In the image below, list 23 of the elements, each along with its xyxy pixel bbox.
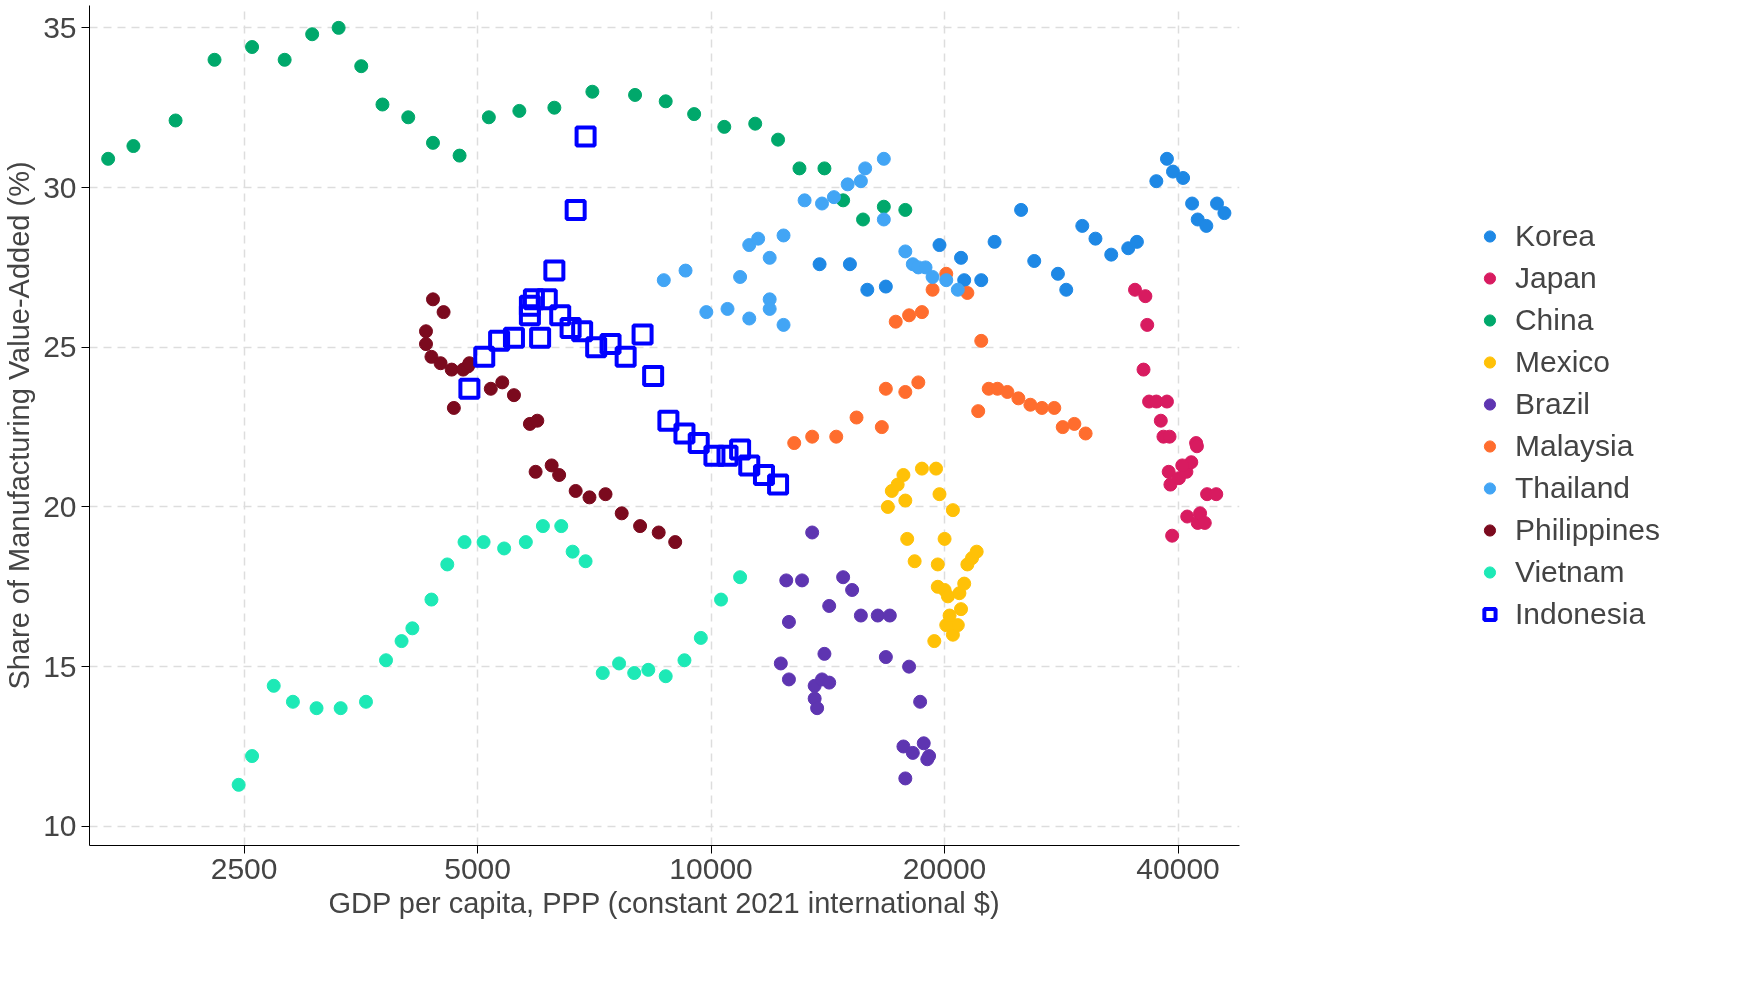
x-tick-label: 20000: [902, 851, 987, 885]
legend-label: Brazil: [1514, 387, 1590, 421]
x-tick-label: 2500: [210, 851, 278, 885]
legend-label: Indonesia: [1514, 597, 1646, 631]
y-tick-label: 25: [43, 330, 77, 364]
legend-label: Korea: [1514, 219, 1596, 253]
legend-label: Japan: [1514, 261, 1597, 295]
legend-label: China: [1514, 303, 1594, 337]
y-tick-label: 15: [43, 649, 77, 683]
legend-label: Malaysia: [1514, 429, 1634, 463]
legend-label: Vietnam: [1514, 555, 1625, 589]
x-tick-label: 5000: [444, 851, 511, 885]
y-tick-label: 35: [43, 10, 77, 44]
x-tick-label: 10000: [669, 851, 753, 885]
y-axis-title: Share of Manufacturing Value-Added (%): [3, 161, 36, 690]
x-tick-label: 40000: [1136, 851, 1220, 885]
y-tick-label: 20: [43, 489, 77, 523]
legend-label: Philippines: [1514, 513, 1661, 547]
legend-label: Mexico: [1514, 345, 1610, 379]
legend-label: Thailand: [1514, 471, 1631, 505]
y-tick-label: 30: [43, 170, 77, 204]
x-axis-title: GDP per capita, PPP (constant 2021 international $): [328, 886, 1000, 919]
y-tick-label: 10: [43, 809, 77, 843]
